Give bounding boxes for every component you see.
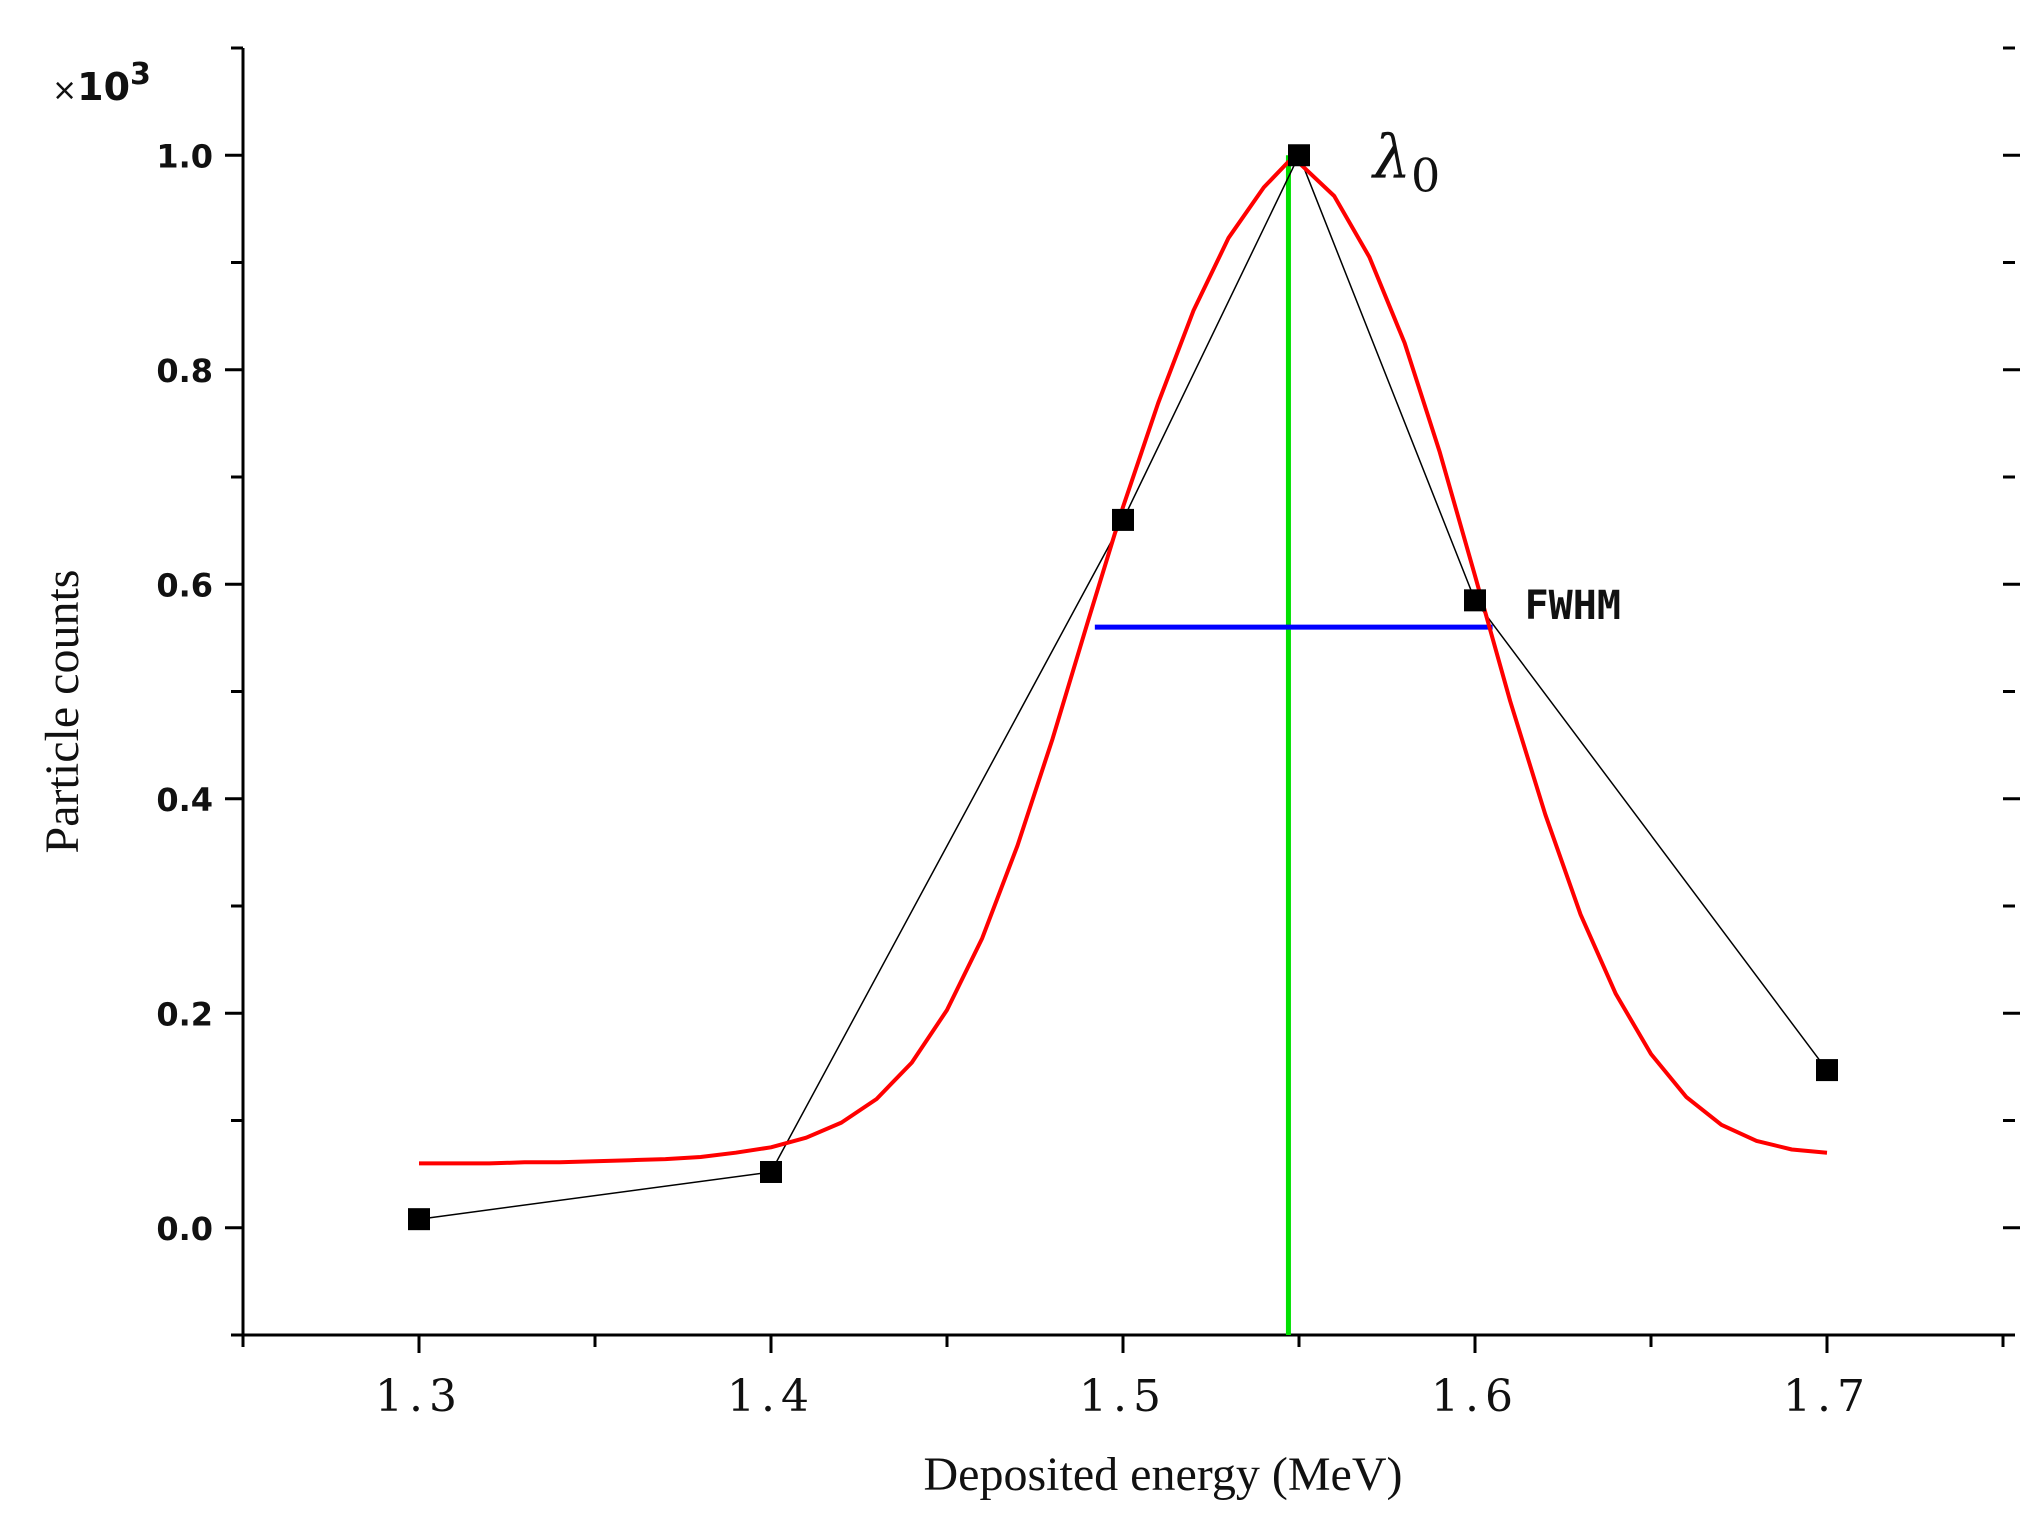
fit-curve <box>419 159 1828 1166</box>
data-point-marker <box>1112 508 1134 531</box>
y-tick-label: 0.4 <box>156 781 213 819</box>
x-tick-label: 1.6 <box>1431 1371 1519 1422</box>
x-tick-label: 1.3 <box>375 1371 463 1422</box>
data-point-marker <box>760 1160 782 1183</box>
x-tick-label: 1.7 <box>1783 1371 1871 1422</box>
y-tick-label: 0.0 <box>156 1210 213 1248</box>
y-axis: 0.0 0.2 0.4 0.6 0.8 1.0 <box>156 46 2020 1337</box>
series-layer <box>408 144 1838 1335</box>
x-axis: 1.3 1.4 1.5 1.6 1.7 <box>241 1335 2005 1422</box>
peak-label-symbol: λ <box>1371 122 1411 192</box>
x-tick-label: 1.5 <box>1079 1371 1167 1422</box>
data-point-marker <box>1288 144 1310 167</box>
y-scale-exponent: 3 <box>130 57 151 92</box>
y-scale-label: ×103 <box>52 57 151 109</box>
peak-label: λ0 <box>1371 122 1440 202</box>
data-connecting-line <box>418 153 1828 1220</box>
fwhm-label: FWHM <box>1525 583 1621 629</box>
annotation-layer: λ0 FWHM <box>1371 122 1621 629</box>
y-scale-prefix: × <box>52 73 77 108</box>
data-point-marker <box>1464 589 1486 612</box>
y-tick-label: 0.8 <box>156 352 213 390</box>
data-point-marker <box>408 1208 430 1231</box>
y-tick-label: 1.0 <box>156 137 213 175</box>
y-tick-label: 0.6 <box>156 566 213 604</box>
x-tick-label: 1.4 <box>727 1371 815 1422</box>
data-point-marker <box>1816 1059 1838 1082</box>
y-scale-base: 10 <box>77 65 130 109</box>
y-axis-title: Particle counts <box>36 570 89 854</box>
x-axis-title: Deposited energy (MeV) <box>924 1448 1403 1501</box>
plot-frame <box>241 48 2003 1337</box>
y-tick-label: 0.2 <box>156 995 213 1033</box>
peak-label-subscript: 0 <box>1411 148 1440 202</box>
